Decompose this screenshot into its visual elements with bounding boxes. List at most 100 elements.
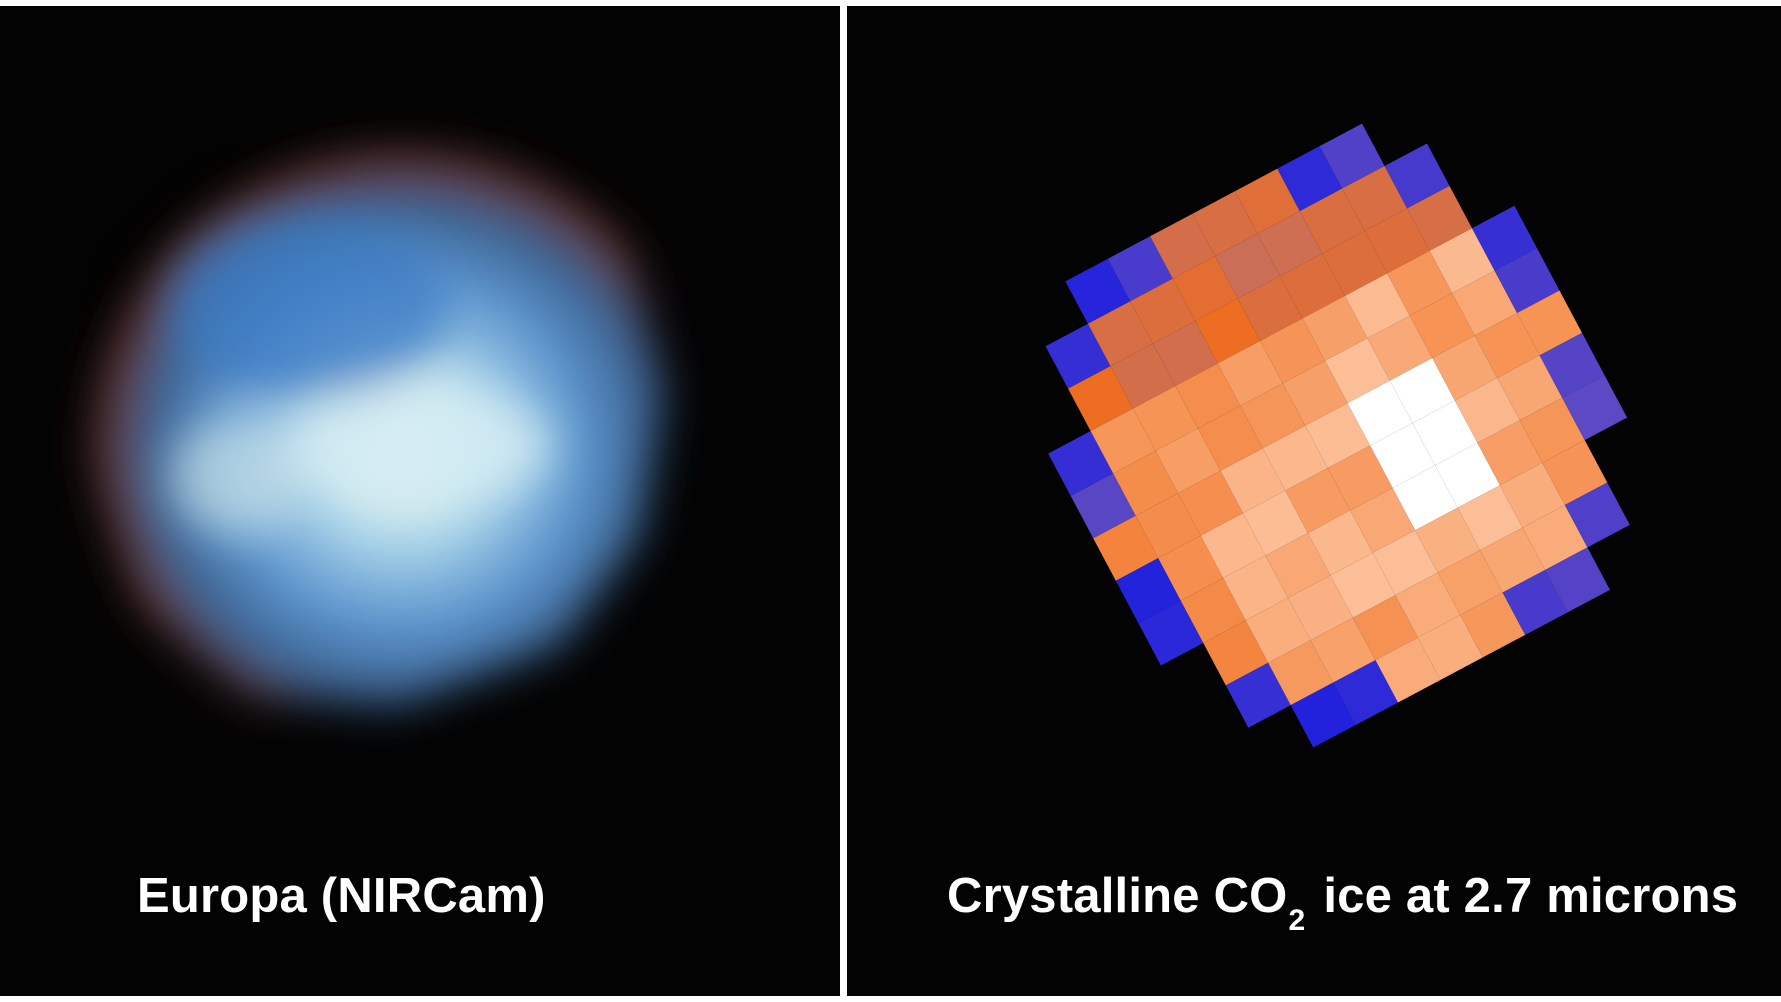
map-pixel: [1245, 597, 1311, 663]
map-pixel: [1333, 660, 1399, 726]
co2-ice-map: [1045, 123, 1630, 748]
map-pixel: [1412, 400, 1478, 466]
map-pixel: [1364, 208, 1430, 274]
map-pixel: [1327, 445, 1393, 511]
map-pixel: [1288, 575, 1353, 641]
map-pixel: [1107, 236, 1173, 302]
map-pixel: [1048, 431, 1114, 496]
map-pixel: [1454, 377, 1520, 443]
map-pixel: [1045, 323, 1111, 389]
map-pixel: [1178, 470, 1243, 536]
co2-pixel-map: [1045, 123, 1630, 748]
map-pixel: [1195, 298, 1261, 364]
map-pixel: [1387, 250, 1453, 316]
map-pixel: [1197, 405, 1263, 471]
map-pixel: [1494, 248, 1560, 313]
map-pixel: [1417, 615, 1483, 680]
map-pixel: [1407, 185, 1473, 251]
map-pixel: [1344, 273, 1410, 339]
map-pixel: [1409, 293, 1475, 359]
map-pixel: [1260, 318, 1326, 384]
map-pixel: [1342, 165, 1408, 231]
map-pixel: [1242, 490, 1308, 556]
co2-caption-subscript: 2: [1288, 904, 1306, 937]
map-pixel: [1319, 123, 1385, 189]
map-pixel: [1307, 510, 1373, 576]
map-pixel: [1175, 363, 1241, 429]
map-pixel: [1180, 578, 1246, 643]
map-pixel: [1384, 143, 1450, 209]
map-pixel: [1545, 547, 1610, 613]
map-pixel: [1203, 620, 1269, 686]
map-pixel: [1240, 383, 1306, 449]
map-pixel: [1282, 360, 1348, 426]
map-pixel: [1437, 550, 1503, 616]
map-pixel: [1090, 408, 1156, 474]
map-pixel: [1562, 375, 1628, 441]
map-pixel: [1310, 617, 1376, 683]
map-pixel: [1519, 397, 1585, 463]
map-pixel: [1352, 595, 1418, 661]
map-pixel: [1564, 482, 1630, 548]
map-pixel: [1220, 448, 1286, 514]
map-pixel: [1110, 343, 1176, 409]
map-pixel: [1065, 258, 1131, 324]
map-pixel: [1290, 682, 1356, 748]
map-pixel: [1429, 228, 1495, 294]
map-pixel: [1192, 191, 1258, 257]
map-pixel: [1457, 485, 1523, 551]
map-pixel: [1217, 340, 1283, 406]
map-pixel: [1375, 637, 1441, 703]
map-pixel: [1542, 440, 1608, 506]
map-pixel: [1370, 422, 1436, 488]
map-pixel: [1115, 558, 1181, 624]
map-pixel: [1415, 507, 1481, 573]
map-pixel: [1367, 315, 1433, 381]
map-pixel: [1305, 403, 1371, 469]
map-pixel: [1474, 312, 1540, 378]
map-pixel: [1135, 493, 1201, 559]
map-pixel: [1435, 442, 1500, 508]
map-pixel: [1087, 301, 1153, 367]
map-pixel: [1223, 555, 1289, 621]
map-pixel: [1499, 462, 1565, 528]
map-pixel: [1262, 425, 1328, 491]
map-pixel: [1517, 290, 1583, 356]
map-pixel: [1172, 256, 1238, 322]
europa-caption: Europa (NIRCam): [137, 869, 546, 923]
map-pixel: [1477, 420, 1543, 486]
map-pixel: [1257, 211, 1323, 276]
map-pixel: [1480, 527, 1546, 593]
map-pixel: [1200, 513, 1266, 579]
co2-ice-panel: Crystalline CO2 ice at 2.7 microns: [847, 6, 1781, 996]
map-pixel: [1299, 188, 1365, 254]
map-pixel: [1325, 338, 1390, 404]
map-pixel: [1460, 592, 1526, 658]
map-pixel: [1234, 168, 1300, 234]
panel-divider: [840, 0, 847, 1002]
map-pixel: [1150, 213, 1216, 279]
map-pixel: [1158, 535, 1224, 601]
co2-caption: Crystalline CO2 ice at 2.7 microns: [947, 868, 1739, 937]
map-pixel: [1279, 253, 1345, 319]
map-pixel: [1132, 385, 1198, 451]
map-pixel: [1395, 572, 1461, 638]
map-pixel: [1372, 530, 1438, 596]
map-pixel: [1330, 552, 1396, 618]
map-pixel: [1277, 146, 1343, 212]
europa-nircam-panel: Europa (NIRCam): [0, 6, 840, 996]
map-pixel: [1068, 366, 1133, 432]
map-pixel: [1302, 295, 1368, 361]
map-pixel: [1225, 662, 1291, 728]
co2-caption-rest: ice at 2.7 microns: [1323, 869, 1739, 923]
map-pixel: [1522, 505, 1588, 570]
europa-nircam-image: [80, 138, 665, 706]
map-pixel: [1497, 355, 1563, 421]
map-pixel: [1472, 205, 1537, 271]
map-pixel: [1152, 321, 1218, 386]
map-pixel: [1138, 600, 1204, 666]
map-pixel: [1268, 640, 1334, 706]
map-pixel: [1070, 473, 1136, 539]
map-pixel: [1350, 487, 1416, 553]
map-pixel: [1113, 450, 1179, 516]
